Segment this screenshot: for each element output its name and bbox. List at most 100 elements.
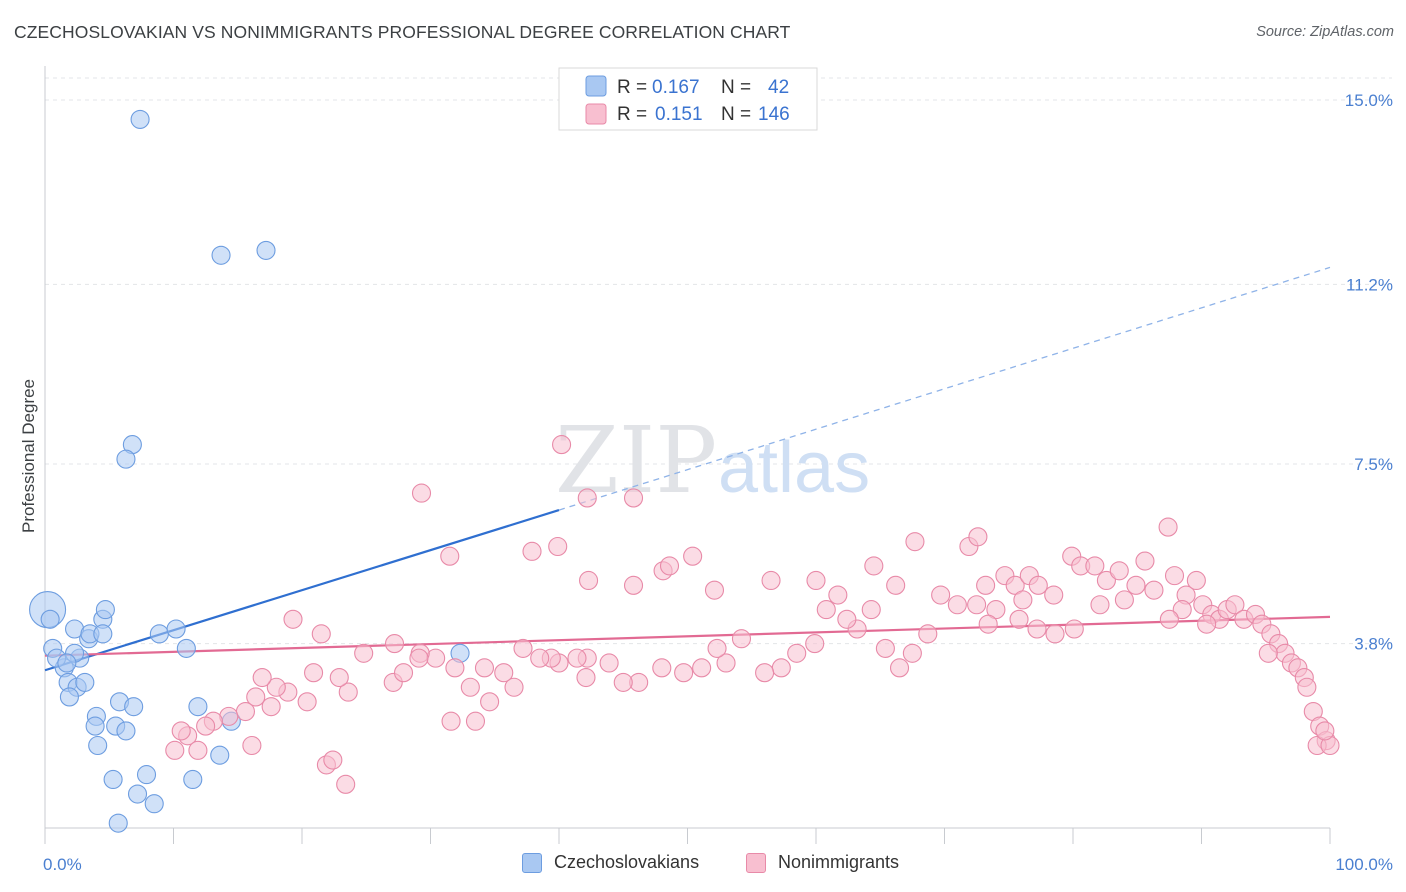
point-nonimmigrants — [513, 638, 533, 658]
point-nonimmigrants — [235, 701, 256, 722]
point-nonimmigrants — [188, 740, 208, 760]
point-nonimmigrants — [252, 667, 272, 688]
point-nonimmigrants — [1126, 575, 1146, 595]
point-czechoslovakians — [188, 697, 208, 717]
y-tick-labels: 3.8% 7.5% 11.2% 15.0% — [1345, 91, 1393, 654]
series-nonimmigrants — [165, 435, 1340, 794]
point-czechoslovakians — [40, 609, 60, 629]
point-nonimmigrants — [623, 488, 644, 508]
point-nonimmigrants — [1114, 590, 1134, 610]
point-nonimmigrants — [261, 697, 281, 717]
point-nonimmigrants — [1009, 609, 1029, 629]
point-nonimmigrants — [1164, 566, 1185, 586]
trend-lines — [44, 266, 1331, 672]
point-nonimmigrants — [1297, 677, 1317, 697]
point-nonimmigrants — [304, 663, 324, 683]
point-nonimmigrants — [1064, 619, 1084, 639]
point-nonimmigrants — [787, 643, 807, 663]
point-czechoslovakians — [256, 240, 276, 260]
point-nonimmigrants — [440, 546, 460, 566]
legend-n-value-czechoslovakians: 42 — [768, 77, 789, 98]
point-nonimmigrants — [864, 556, 884, 576]
point-czechoslovakians — [116, 721, 136, 741]
legend-swatch-nonimmigrants — [585, 103, 607, 125]
point-nonimmigrants — [1197, 614, 1217, 634]
point-czechoslovakians — [130, 109, 150, 129]
point-nonimmigrants — [704, 580, 725, 600]
point-nonimmigrants — [652, 658, 672, 678]
point-nonimmigrants — [411, 483, 432, 503]
point-nonimmigrants — [242, 735, 262, 756]
bottom-legend-label: Czechoslovakians — [554, 852, 700, 872]
legend-r-value-nonimmigrants: 0.151 — [655, 104, 703, 125]
point-nonimmigrants — [837, 609, 857, 629]
bottom-legend-label: Nonimmigrants — [778, 852, 900, 872]
trend-line-czechoslovakians-extension — [558, 266, 1331, 511]
legend-n-label: N = — [721, 77, 751, 98]
point-nonimmigrants — [861, 600, 881, 620]
point-czechoslovakians — [144, 794, 164, 814]
point-czechoslovakians — [108, 813, 128, 833]
point-nonimmigrants — [246, 687, 266, 707]
point-nonimmigrants — [1090, 595, 1110, 615]
point-nonimmigrants — [1085, 556, 1105, 576]
point-nonimmigrants — [886, 575, 906, 595]
point-nonimmigrants — [771, 658, 791, 678]
point-nonimmigrants — [1186, 570, 1206, 591]
watermark: ZIP atlas — [555, 407, 870, 514]
point-nonimmigrants — [552, 435, 572, 455]
point-nonimmigrants — [465, 711, 486, 731]
bottom-legend-swatch — [746, 852, 766, 873]
point-czechoslovakians — [95, 600, 115, 620]
point-nonimmigrants — [283, 609, 303, 629]
point-nonimmigrants — [875, 638, 895, 658]
point-czechoslovakians — [183, 769, 203, 790]
bottom-legend-swatch — [522, 852, 542, 873]
point-nonimmigrants — [1044, 585, 1064, 605]
point-nonimmigrants — [1028, 575, 1048, 595]
point-nonimmigrants — [947, 595, 967, 615]
point-nonimmigrants — [576, 667, 596, 688]
y-tick-label-2: 11.2% — [1346, 275, 1393, 294]
point-nonimmigrants — [494, 663, 514, 683]
point-nonimmigrants — [329, 667, 349, 688]
point-nonimmigrants — [968, 527, 988, 547]
point-nonimmigrants — [384, 634, 405, 654]
point-nonimmigrants — [902, 643, 922, 663]
trend-line-nonimmigrants — [44, 615, 1331, 657]
series-czechoslovakians — [29, 109, 470, 833]
point-nonimmigrants — [1045, 624, 1065, 644]
point-nonimmigrants — [480, 692, 500, 712]
point-nonimmigrants — [967, 595, 987, 615]
y-tick-label-0: 3.8% — [1354, 635, 1393, 654]
source-label: Source: ZipAtlas.com — [1256, 24, 1394, 40]
point-nonimmigrants — [674, 663, 694, 683]
point-czechoslovakians — [59, 687, 79, 707]
point-nonimmigrants — [623, 575, 644, 595]
point-nonimmigrants — [336, 774, 356, 794]
legend-box: R = 0.167 N = 42 R = 0.151 N = 146 — [558, 67, 818, 131]
point-nonimmigrants — [976, 575, 996, 595]
point-nonimmigrants — [1158, 517, 1178, 537]
x-tick-labels: 0.0% 100.0% — [43, 855, 1393, 874]
point-nonimmigrants — [530, 648, 550, 668]
point-nonimmigrants — [1225, 595, 1245, 615]
legend-r-label: R = — [617, 77, 647, 98]
point-nonimmigrants — [579, 570, 599, 591]
watermark-atlas: atlas — [718, 428, 870, 508]
point-nonimmigrants — [806, 570, 826, 591]
y-tick-label-3: 15.0% — [1345, 91, 1393, 110]
point-nonimmigrants — [805, 634, 825, 654]
point-nonimmigrants — [504, 677, 524, 697]
point-czechoslovakians — [116, 449, 136, 469]
point-czechoslovakians — [211, 245, 231, 265]
point-nonimmigrants — [409, 648, 429, 668]
point-nonimmigrants — [311, 624, 331, 644]
point-czechoslovakians — [75, 672, 95, 692]
point-nonimmigrants — [1315, 721, 1335, 741]
point-nonimmigrants — [692, 658, 712, 678]
legend-r-value-czechoslovakians: 0.167 — [652, 77, 700, 98]
point-czechoslovakians — [57, 653, 77, 673]
point-czechoslovakians — [103, 769, 123, 790]
